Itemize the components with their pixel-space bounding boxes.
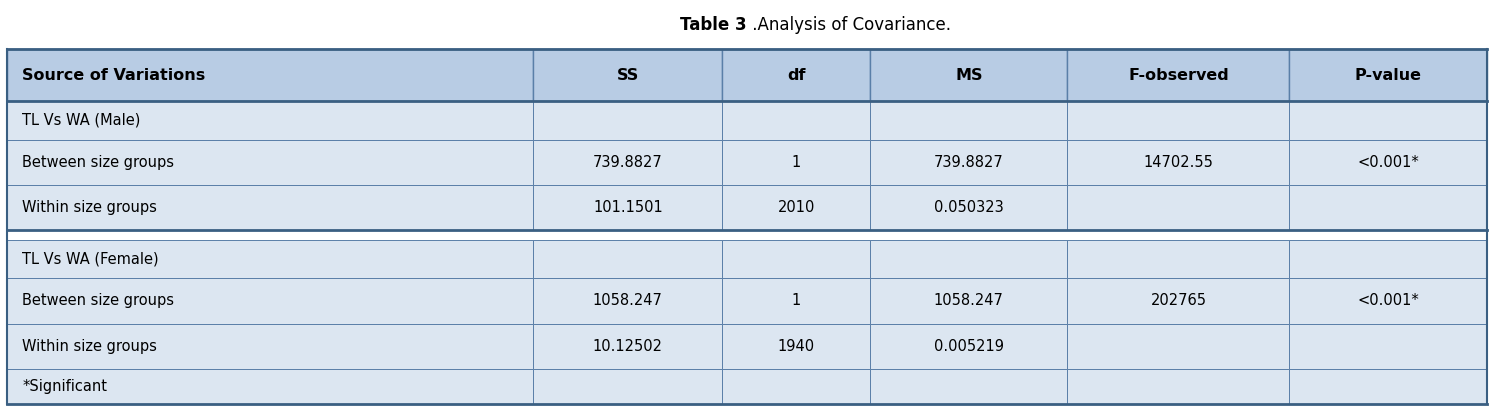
Bar [870,140,1067,185]
Text: df: df [787,68,805,83]
Bar [723,140,870,185]
Text: 101.1501: 101.1501 [593,200,663,215]
Bar [1067,369,1289,404]
Bar [723,230,870,240]
Bar [870,185,1067,230]
Text: 1940: 1940 [778,339,814,354]
Bar [7,140,533,185]
Bar [1289,230,1487,240]
Bar [1067,101,1289,140]
Bar [1067,49,1289,101]
Bar [533,185,723,230]
Bar [533,101,723,140]
Bar [870,49,1067,101]
Text: Within size groups: Within size groups [22,200,157,215]
Bar [533,140,723,185]
Bar [723,101,870,140]
Bar [1067,278,1289,324]
Bar [1067,230,1289,240]
Bar [1289,101,1487,140]
Text: *Significant: *Significant [22,379,108,394]
Text: P-value: P-value [1355,68,1421,83]
Bar [1289,240,1487,278]
Text: 14702.55: 14702.55 [1143,155,1213,170]
Text: 2010: 2010 [777,200,816,215]
Bar [7,240,533,278]
Bar [1289,278,1487,324]
Text: <0.001*: <0.001* [1357,155,1419,170]
Bar [723,185,870,230]
Bar [1067,324,1289,369]
Text: 739.8827: 739.8827 [593,155,663,170]
Text: 0.005219: 0.005219 [934,339,1004,354]
Bar [533,49,723,101]
Bar [870,230,1067,240]
Bar [1289,140,1487,185]
Text: 1058.247: 1058.247 [934,293,1004,309]
Text: 10.12502: 10.12502 [593,339,663,354]
Bar [870,369,1067,404]
Bar [1067,140,1289,185]
Text: TL Vs WA (Male): TL Vs WA (Male) [22,113,140,128]
Bar [7,278,533,324]
Text: Between size groups: Between size groups [22,155,175,170]
Text: MS: MS [955,68,983,83]
Bar [1067,185,1289,230]
Text: 1: 1 [792,155,801,170]
Text: Table 3: Table 3 [680,16,747,35]
Bar [723,49,870,101]
Bar [723,324,870,369]
Bar [870,101,1067,140]
Text: SS: SS [617,68,639,83]
Bar [1289,49,1487,101]
Bar [7,230,533,240]
Bar [870,240,1067,278]
Text: .Analysis of Covariance.: .Analysis of Covariance. [747,16,952,35]
Bar [533,230,723,240]
Text: F-observed: F-observed [1128,68,1228,83]
Bar [533,369,723,404]
Bar [723,240,870,278]
Text: 1058.247: 1058.247 [593,293,663,309]
Bar [1289,369,1487,404]
Text: 0.050323: 0.050323 [934,200,1004,215]
Text: TL Vs WA (Female): TL Vs WA (Female) [22,252,158,267]
Text: 739.8827: 739.8827 [934,155,1004,170]
Text: 1: 1 [792,293,801,309]
Bar [723,369,870,404]
Bar [7,369,533,404]
Text: Within size groups: Within size groups [22,339,157,354]
Bar [870,278,1067,324]
Bar [533,240,723,278]
Bar [723,278,870,324]
Text: Source of Variations: Source of Variations [22,68,206,83]
Bar [533,324,723,369]
Text: 202765: 202765 [1150,293,1206,309]
Bar [7,324,533,369]
Bar [7,185,533,230]
Bar [533,278,723,324]
Text: <0.001*: <0.001* [1357,293,1419,309]
Bar [1067,240,1289,278]
Bar [1289,185,1487,230]
Bar [870,324,1067,369]
Bar [7,49,533,101]
Text: Between size groups: Between size groups [22,293,175,309]
Bar [1289,324,1487,369]
Bar [7,101,533,140]
